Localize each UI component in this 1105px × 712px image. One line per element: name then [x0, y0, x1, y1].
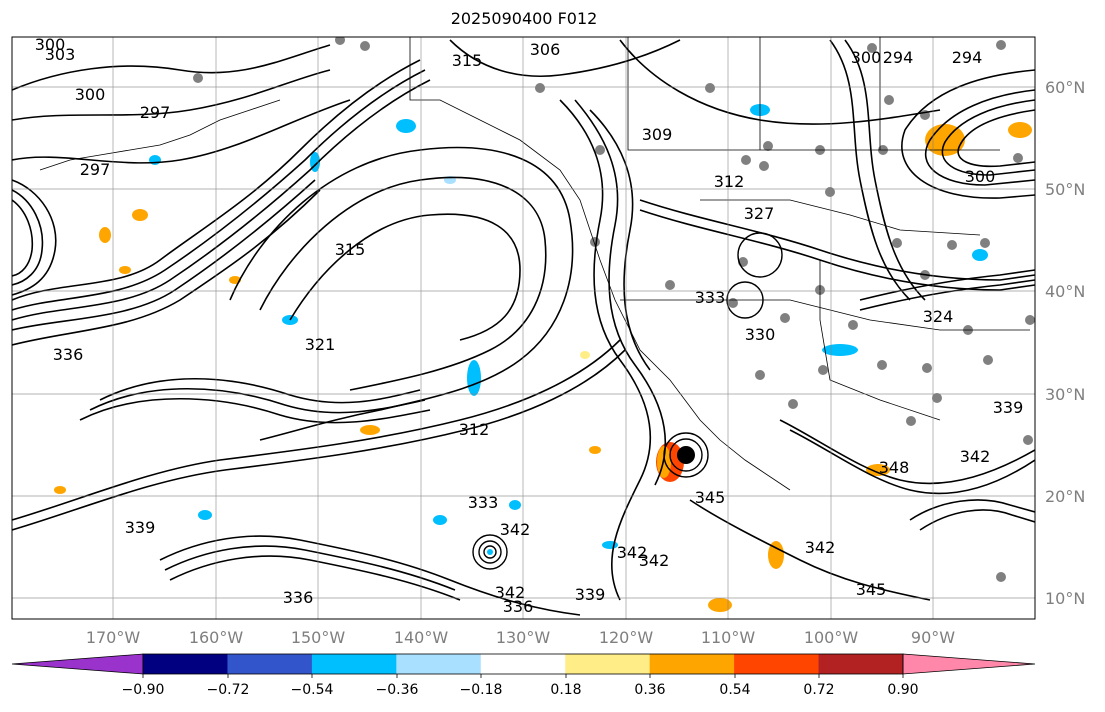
colorbar-tick-label: −0.18	[460, 682, 503, 698]
colorbar-bin	[480, 654, 566, 674]
contour-label: 342	[495, 583, 526, 602]
map-title: 2025090400 F012	[450, 9, 598, 28]
lat-label: 60°N	[1045, 78, 1085, 97]
map-frame	[11, 36, 1036, 620]
map-field: 300 303 300 297 297 300 294 294 300 306 …	[12, 35, 1035, 619]
colorbar-bin	[396, 654, 482, 674]
colorbar-tick-label: 0.90	[887, 682, 918, 698]
contour-label: 300	[35, 35, 66, 54]
contour-label: 309	[642, 125, 673, 144]
contour-label: 297	[140, 103, 171, 122]
contour-label: 294	[883, 48, 914, 67]
contour-label: 330	[745, 325, 776, 344]
contour-label: 327	[744, 204, 775, 223]
contour-label: 339	[993, 398, 1024, 417]
contour-label: 300	[965, 167, 996, 186]
contour-label: 333	[695, 288, 726, 307]
storm-center-small	[487, 549, 493, 555]
contour-label: 306	[530, 40, 561, 59]
colorbar-bin	[565, 654, 651, 674]
contour-label: 294	[952, 48, 983, 67]
colorbar-tick-label: −0.54	[291, 682, 334, 698]
colorbar-tick-label: 0.18	[550, 682, 581, 698]
lon-label: 90°W	[911, 628, 955, 647]
contour-label: 336	[503, 597, 534, 616]
lon-label: 140°W	[394, 628, 449, 647]
colorbar: −0.90 −0.72 −0.54 −0.36 −0.18 0.18 0.36 0.54 0.7…	[11, 653, 1036, 698]
contour-label: 300	[851, 48, 882, 67]
lon-label: 160°W	[189, 628, 244, 647]
colorbar-tick-label: 0.72	[803, 682, 834, 698]
colorbar-tick-label: 0.36	[634, 682, 665, 698]
lon-label: 150°W	[291, 628, 346, 647]
contour-label: 312	[714, 172, 745, 191]
contour-lines	[12, 39, 1035, 616]
lon-label: 170°W	[86, 628, 141, 647]
contour-label: 324	[923, 307, 954, 326]
colorbar-tick-label: −0.36	[376, 682, 419, 698]
contour-label: 321	[305, 335, 336, 354]
contour-label: 312	[459, 420, 490, 439]
colorbar-bin	[649, 654, 735, 674]
contour-label: 300	[75, 85, 106, 104]
lat-label: 50°N	[1045, 180, 1085, 199]
lat-label: 40°N	[1045, 282, 1085, 301]
contour-label: 345	[695, 488, 726, 507]
contour-label: 336	[283, 588, 314, 607]
contour-label: 342	[805, 538, 836, 557]
map-background	[12, 37, 1035, 619]
contour-label: 333	[468, 493, 499, 512]
lat-label: 20°N	[1045, 487, 1085, 506]
colorbar-outline	[142, 653, 904, 675]
lon-label: 120°W	[599, 628, 654, 647]
contour-label: 315	[335, 240, 366, 259]
lon-label: 100°W	[804, 628, 859, 647]
colorbar-bin	[227, 654, 313, 674]
contour-label: 339	[125, 518, 156, 537]
colorbar-extend-low	[11, 653, 144, 675]
gridlines	[12, 37, 1035, 619]
contour-labels: 300 303 300 297 297 300 294 294 300 306 …	[35, 35, 1024, 616]
colorbar-tick-label: −0.90	[122, 682, 165, 698]
contour-label: 348	[879, 458, 910, 477]
lon-label: 110°W	[701, 628, 756, 647]
colorbar-bin	[818, 654, 904, 674]
contour-label: 339	[575, 585, 606, 604]
colorbar-tick-label: −0.72	[207, 682, 250, 698]
colorbar-bin	[311, 654, 397, 674]
colorbar-bin	[143, 654, 228, 674]
contour-label: 303	[45, 45, 76, 64]
contour-label: 315	[452, 51, 483, 70]
colorbar-extend-high	[902, 653, 1036, 675]
contour-label: 342	[617, 543, 648, 562]
storm-center	[677, 446, 695, 464]
contour-label: 342	[960, 447, 991, 466]
contour-label: 342	[639, 551, 670, 570]
colorbar-tick-label: 0.54	[719, 682, 750, 698]
contour-label: 342	[500, 520, 531, 539]
longitude-labels: 170°W 160°W 150°W 140°W 130°W 120°W 110°…	[86, 628, 955, 647]
lat-label: 10°N	[1045, 589, 1085, 608]
colorbar-bin	[734, 654, 820, 674]
lat-label: 30°N	[1045, 385, 1085, 404]
contour-label: 336	[53, 345, 84, 364]
closed-contours	[472, 232, 783, 570]
latitude-labels: 60°N 50°N 40°N 30°N 20°N 10°N	[1045, 78, 1085, 608]
contour-label: 345	[856, 580, 887, 599]
contour-label: 297	[80, 160, 111, 179]
lon-label: 130°W	[496, 628, 551, 647]
